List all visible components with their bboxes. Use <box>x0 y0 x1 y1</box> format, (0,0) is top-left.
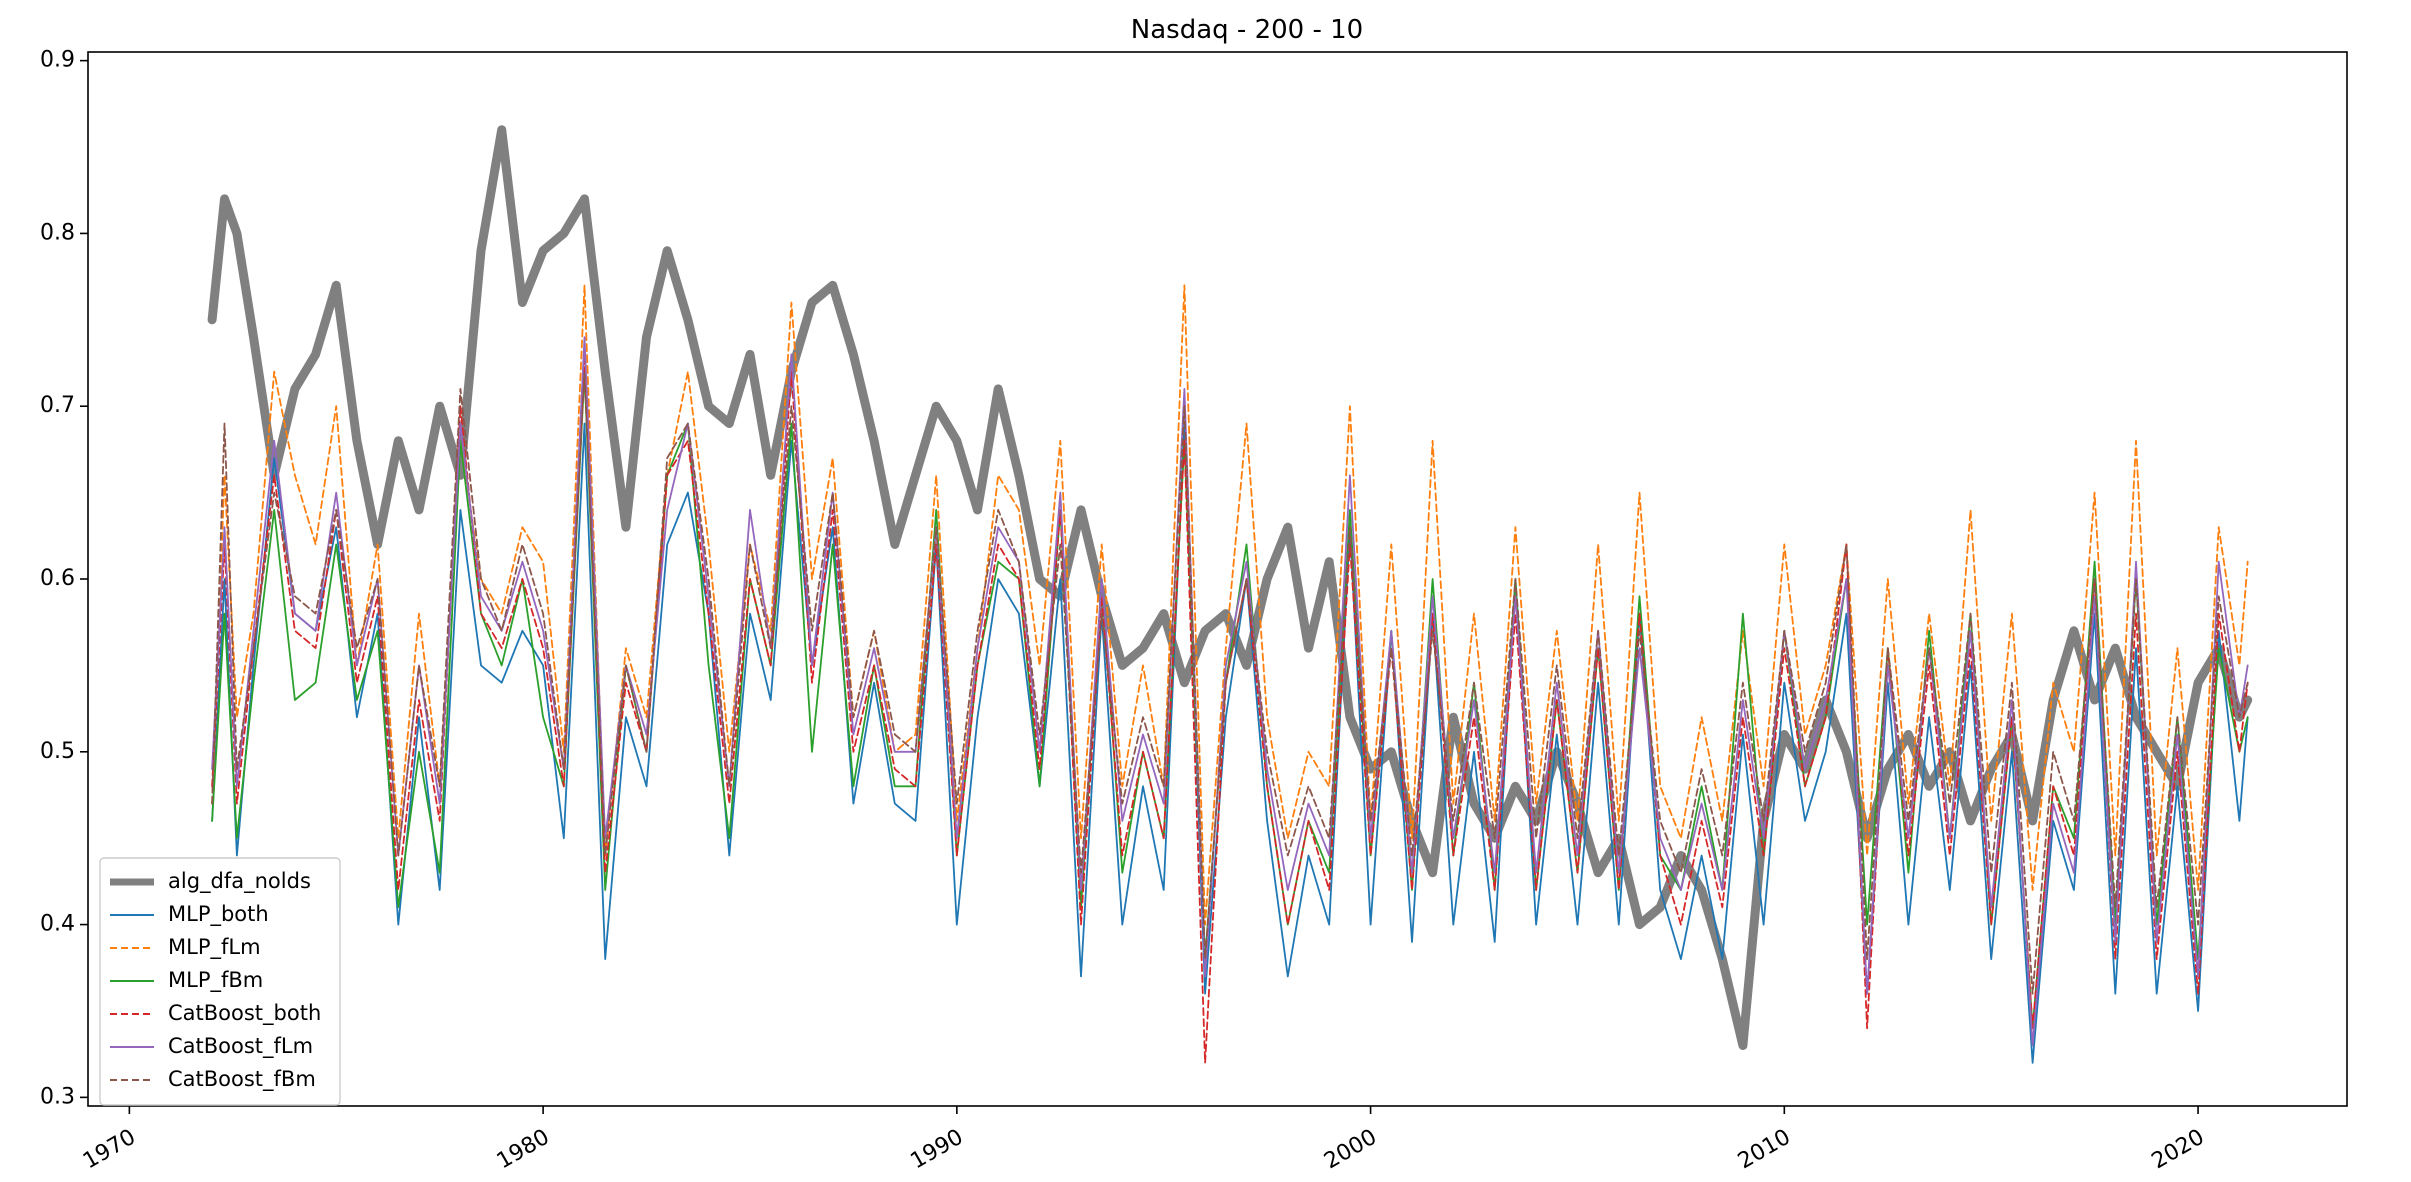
series-line-catboost-fbm <box>211 370 2249 995</box>
y-axis: 0.3 0.4 0.5 0.6 0.7 0.8 0.9 <box>40 48 88 1109</box>
legend-label-mlp-fbm: MLP_fBm <box>168 968 263 993</box>
legend-label-alg-dfa-nolds: alg_dfa_nolds <box>168 869 311 894</box>
series-line-catboost-flm <box>211 336 2249 1047</box>
series-line-mlp-flm <box>211 284 2249 926</box>
y-tick-label: 0.7 <box>40 393 75 418</box>
y-tick-label: 0.3 <box>40 1084 75 1109</box>
y-tick-label: 0.9 <box>40 48 75 73</box>
chart-title: Nasdaq - 200 - 10 <box>1131 15 1363 45</box>
y-tick-label: 0.8 <box>40 220 75 245</box>
series-line-alg-dfa-nolds <box>207 125 2253 1050</box>
y-tick-label: 0.4 <box>40 912 75 937</box>
y-tick-label: 0.5 <box>40 739 75 764</box>
legend-label-catboost-both: CatBoost_both <box>168 1001 321 1026</box>
legend-label-catboost-flm: CatBoost_fLm <box>168 1034 313 1059</box>
series-line-mlp-both <box>211 422 2249 1064</box>
legend-label-mlp-both: MLP_both <box>168 902 269 927</box>
legend: alg_dfa_nolds MLP_both MLP_fLm MLP_fBm CatBo… <box>99 857 341 1106</box>
legend-label-mlp-flm: MLP_fLm <box>168 935 261 960</box>
series-layer <box>207 125 2253 1064</box>
legend-box <box>99 857 341 1106</box>
y-tick-label: 0.6 <box>40 566 75 591</box>
legend-label-catboost-fbm: CatBoost_fBm <box>168 1067 316 1092</box>
